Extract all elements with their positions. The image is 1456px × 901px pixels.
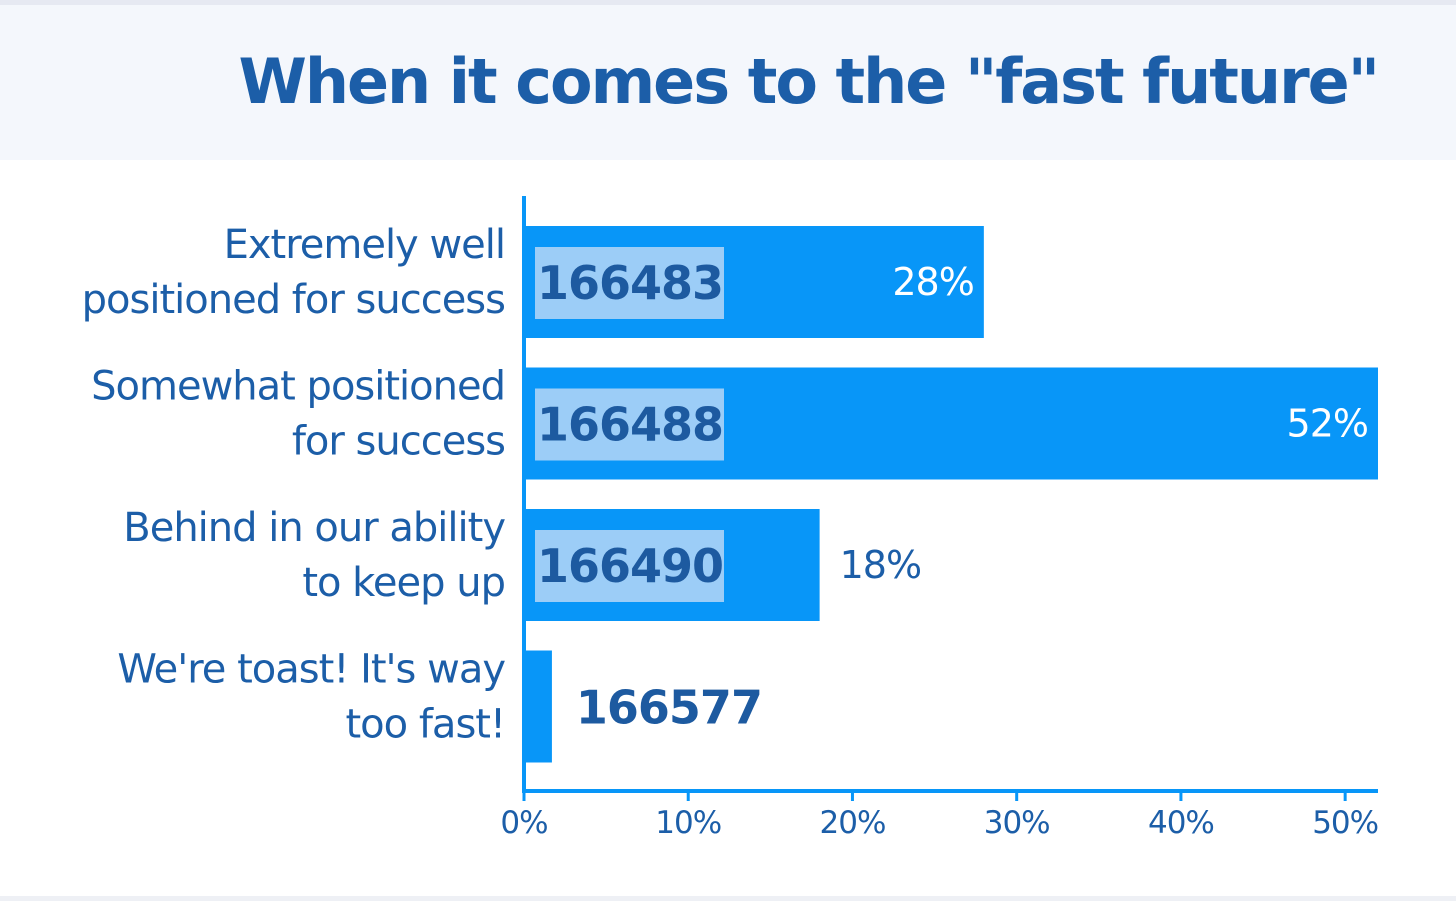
bar-value-label: 28% (892, 260, 973, 304)
x-tick-label: 20% (820, 805, 886, 841)
bottom-border (0, 896, 1456, 901)
bar-id-label: 166577 (576, 681, 762, 735)
x-tick-label: 0% (500, 805, 547, 841)
top-border (0, 0, 1456, 5)
bar-id-box (535, 388, 724, 461)
category-label: Somewhat positioned (91, 364, 505, 410)
category-label: for success (292, 419, 505, 465)
category-label: Extremely well (224, 222, 505, 268)
category-label: to keep up (302, 560, 505, 606)
x-tick-label: 50% (1312, 805, 1378, 841)
bar-id-label: 166488 (537, 398, 723, 452)
bar-value-label: 18% (840, 543, 921, 587)
category-label: Behind in our ability (123, 505, 505, 551)
bar-id-label: 166483 (537, 256, 723, 310)
x-tick-label: 40% (1148, 805, 1214, 841)
bar (524, 650, 552, 763)
header-band: When it comes to the "fast future" (0, 5, 1456, 160)
x-tick-label: 10% (655, 805, 721, 841)
category-label: too fast! (346, 702, 506, 748)
category-label: positioned for success (82, 277, 505, 323)
bar-id-box (535, 530, 724, 602)
category-label: We're toast! It's way (117, 647, 505, 693)
bar-id-label: 166490 (537, 539, 723, 593)
chart-title: When it comes to the "fast future" (238, 45, 1380, 118)
x-tick-label: 30% (984, 805, 1050, 841)
bar-value-label: 52% (1287, 402, 1368, 446)
bar-id-box (535, 247, 724, 319)
